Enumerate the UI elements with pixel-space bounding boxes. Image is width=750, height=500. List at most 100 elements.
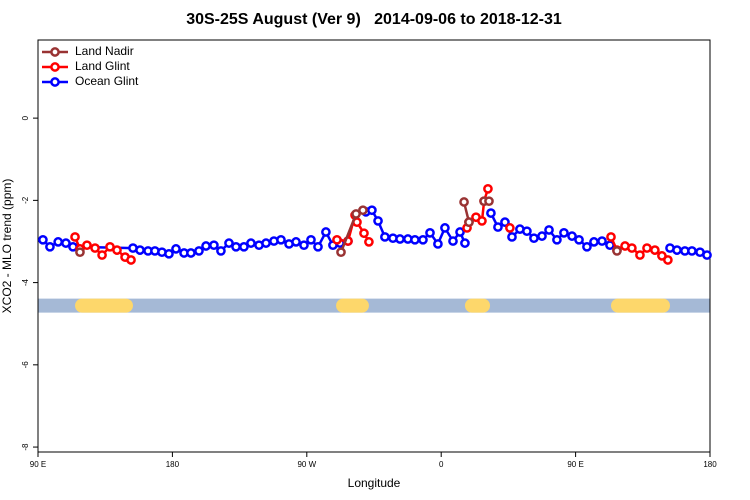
point [552,234,562,245]
point [702,250,712,260]
y-tick-label: -2 [21,196,30,204]
point [505,223,515,233]
point [459,197,469,207]
point [332,234,342,245]
point [612,246,622,256]
point [380,232,390,242]
series-line [341,201,617,252]
point [351,209,361,219]
point [410,234,420,245]
point [82,240,92,251]
y-tick-label: -4 [21,278,30,286]
point [186,248,196,258]
point [500,217,510,228]
x-tick-label: 180 [703,460,717,469]
point [522,226,532,237]
point [112,245,122,255]
point [597,236,607,246]
legend-label: Land Glint [75,59,130,73]
point [574,234,584,245]
point [38,234,48,245]
point [359,228,369,239]
point [75,247,85,258]
point [53,237,64,247]
point [367,205,377,216]
x-axis-label: Longitude [348,476,401,490]
point [164,248,174,259]
plot-frame [37,39,711,453]
point [90,243,100,253]
point [455,227,465,237]
x-tick-label: 0 [439,460,444,469]
y-tick-label: 0 [21,115,30,120]
point [589,237,599,247]
point [448,236,458,246]
point [70,232,80,242]
point [395,234,405,244]
point [261,238,271,248]
point [239,241,249,252]
point [358,205,368,216]
point [135,245,145,255]
point [299,240,309,251]
ocean-band [38,298,710,313]
legend-label: Land Nadir [75,44,134,58]
point [582,241,592,252]
point [306,234,316,245]
point [486,208,496,218]
point [635,250,645,260]
point [464,217,474,228]
x-tick-label: 90 W [297,460,316,469]
point [276,234,286,245]
point [373,216,383,226]
chart-title: 30S-25S August (Ver 9) 2014-09-06 to 201… [186,11,562,28]
legend-marker [50,47,60,57]
x-tick-label: 180 [166,460,180,469]
point [544,225,554,235]
point [61,238,71,248]
point [126,255,136,265]
point [246,238,256,248]
point [567,231,577,241]
point [336,247,346,258]
point [650,245,660,255]
point [477,216,487,226]
point [559,227,569,238]
point [537,231,547,241]
point [484,196,494,207]
point [45,241,55,252]
point [194,246,204,256]
land-segment [610,298,670,313]
point [418,234,428,245]
x-tick-label: 90 E [567,460,583,469]
x-tick-label: 90 E [30,460,46,469]
point [493,222,503,232]
point [606,232,616,242]
land-segment [464,298,491,313]
legend-marker [50,77,60,87]
point [231,241,241,252]
point [313,241,323,252]
point [507,232,517,242]
point [97,250,107,260]
point [224,238,234,248]
y-tick-label: -6 [21,361,30,369]
point [483,183,493,194]
point [440,223,450,233]
point [291,237,301,247]
legend-marker [50,62,60,72]
point [364,237,374,247]
point [687,246,697,256]
y-tick-label: -8 [21,443,30,451]
land-segment [75,298,133,313]
legend-label: Ocean Glint [75,74,139,88]
point [663,255,673,265]
point [209,240,219,251]
point [672,245,682,255]
point [529,233,539,244]
y-axis-label: XCO2 - MLO trend (ppm) [0,179,14,314]
point [460,238,470,248]
point [171,244,181,254]
land-segment [336,298,369,313]
